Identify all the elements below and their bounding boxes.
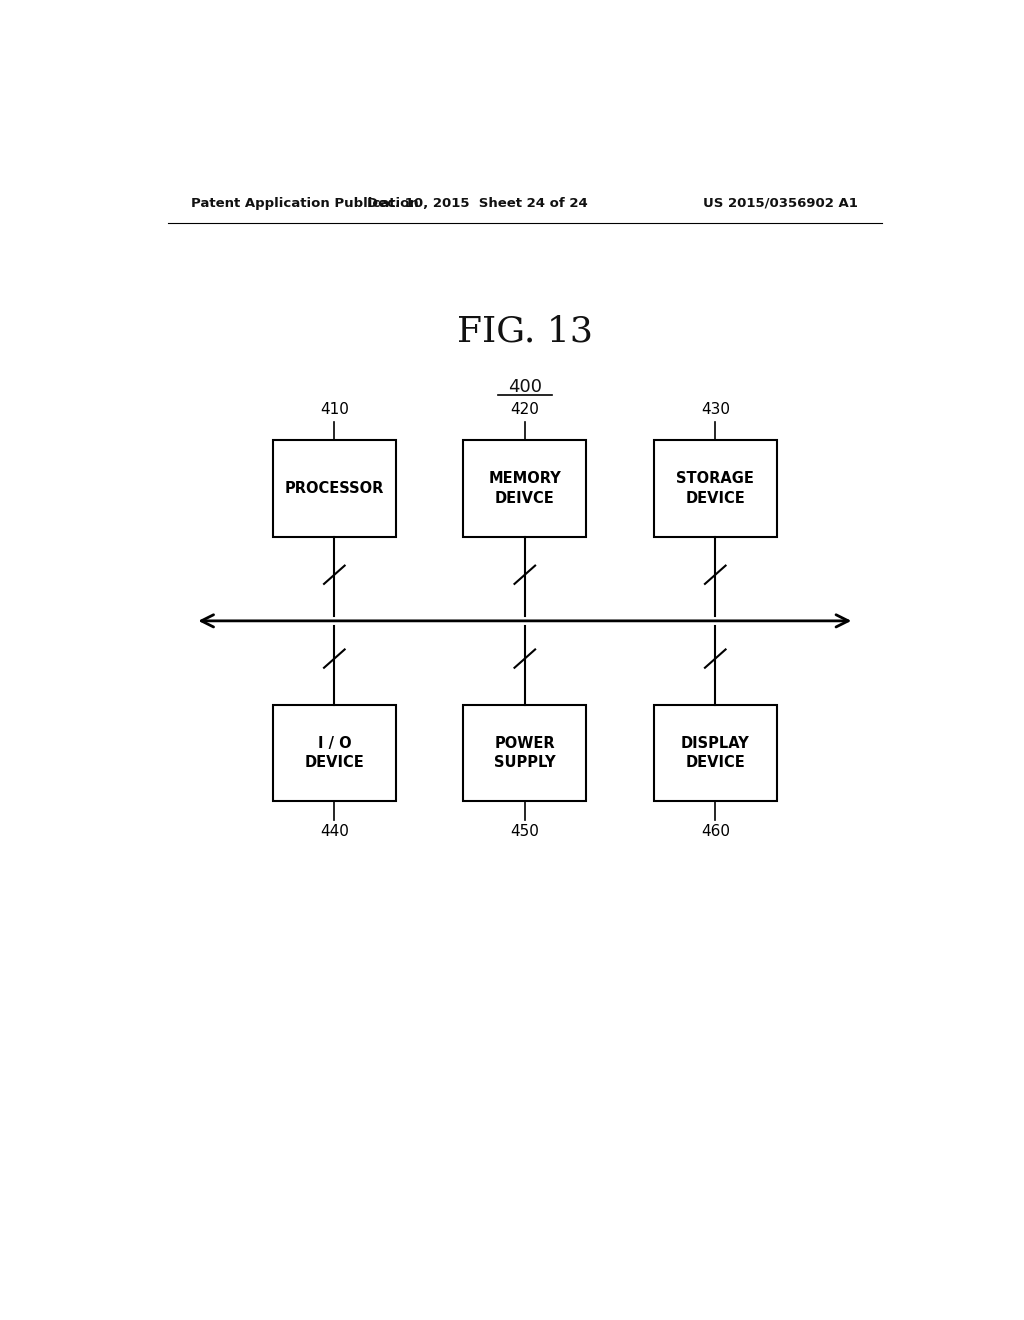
FancyBboxPatch shape (272, 705, 396, 801)
Text: 460: 460 (700, 824, 730, 840)
FancyBboxPatch shape (463, 441, 587, 537)
Text: Dec. 10, 2015  Sheet 24 of 24: Dec. 10, 2015 Sheet 24 of 24 (367, 197, 588, 210)
Text: STORAGE
DEVICE: STORAGE DEVICE (676, 471, 755, 506)
Text: Patent Application Publication: Patent Application Publication (191, 197, 419, 210)
Text: 400: 400 (508, 378, 542, 396)
Text: 420: 420 (510, 403, 540, 417)
Text: POWER
SUPPLY: POWER SUPPLY (494, 735, 556, 771)
Text: FIG. 13: FIG. 13 (457, 314, 593, 348)
Text: US 2015/0356902 A1: US 2015/0356902 A1 (703, 197, 858, 210)
Text: DISPLAY
DEVICE: DISPLAY DEVICE (681, 735, 750, 771)
Text: 410: 410 (319, 403, 349, 417)
Text: I / O
DEVICE: I / O DEVICE (304, 735, 365, 771)
Text: 440: 440 (319, 824, 349, 840)
FancyBboxPatch shape (653, 441, 777, 537)
FancyBboxPatch shape (653, 705, 777, 801)
Text: MEMORY
DEIVCE: MEMORY DEIVCE (488, 471, 561, 506)
Text: 450: 450 (510, 824, 540, 840)
Text: PROCESSOR: PROCESSOR (285, 482, 384, 496)
FancyBboxPatch shape (272, 441, 396, 537)
Text: 430: 430 (700, 403, 730, 417)
FancyBboxPatch shape (463, 705, 587, 801)
